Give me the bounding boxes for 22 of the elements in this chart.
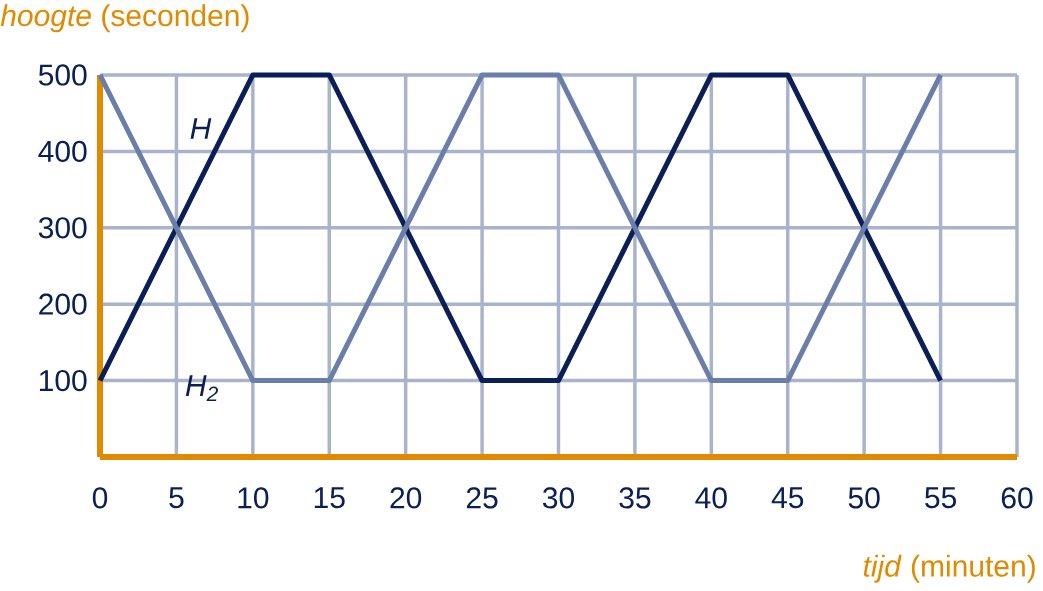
x-tick-label: 25 (466, 487, 498, 509)
y-tick-label: 500 (38, 64, 87, 86)
y-tick-label: 100 (39, 369, 87, 392)
x-tick-label: 0 (92, 487, 108, 509)
x-tick-label: 40 (695, 487, 727, 509)
series-label: H$_{2}$ (185, 375, 218, 402)
x-axis-title: tijd (minuten) (863, 554, 1035, 583)
x-tick-label: 60 (1001, 487, 1033, 509)
x-tick-label: 15 (314, 487, 345, 509)
y-tick-label: 300 (38, 217, 87, 239)
x-tick-label: 35 (619, 487, 651, 509)
series-label: H (190, 118, 212, 139)
x-tick-label: 5 (169, 487, 184, 509)
x-tick-label: 50 (848, 487, 880, 509)
x-tick-label: 20 (390, 487, 422, 509)
x-tick-label: 45 (771, 487, 804, 509)
x-tick-label: 55 (925, 487, 957, 509)
y-tick-label: 200 (39, 293, 87, 315)
y-tick-label: 400 (38, 140, 87, 163)
y-axis-title: hoogte (seconden) (0, 4, 249, 33)
x-tick-label: 10 (238, 487, 269, 509)
x-tick-label: 30 (542, 487, 575, 509)
